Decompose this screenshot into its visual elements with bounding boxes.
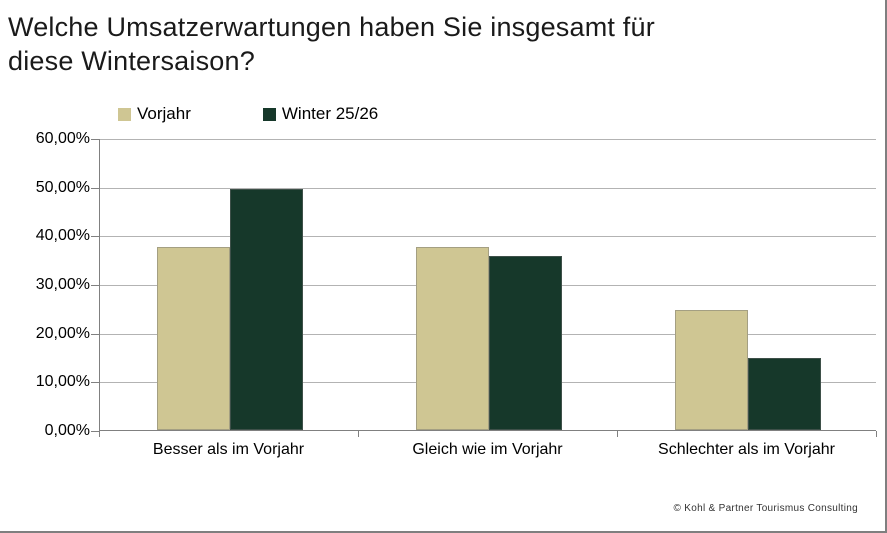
y-axis-label-20: 20,00% <box>35 324 90 342</box>
gridline-50 <box>100 187 876 189</box>
chart-title-line-2: diese Wintersaison? <box>8 46 255 76</box>
x-axis-tick-1 <box>358 431 359 437</box>
x-axis-label-0: Besser als im Vorjahr <box>152 441 305 458</box>
legend-swatch-vorjahr-icon <box>118 107 131 121</box>
y-axis-tick-50 <box>91 187 99 189</box>
gridline-60 <box>100 139 876 140</box>
y-axis-label-10: 10,00% <box>35 373 90 391</box>
bar-winter-0 <box>229 189 303 430</box>
y-axis-label-40: 40,00% <box>35 227 90 245</box>
bar-vorjahr-2 <box>674 310 748 430</box>
y-axis-tick-60 <box>91 139 99 140</box>
legend-item-vorjahr: Vorjahr <box>118 104 191 124</box>
gridline-40 <box>100 236 876 238</box>
legend-label-winter: Winter 25/26 <box>281 104 379 123</box>
x-axis-tick-0 <box>99 431 100 437</box>
chart-title-line-1: Welche Umsatzerwartungen haben Sie insge… <box>8 12 655 42</box>
bar-winter-1 <box>488 255 562 430</box>
y-axis-tick-30 <box>91 285 99 286</box>
x-axis-label-2: Schlechter als im Vorjahr <box>658 441 835 458</box>
bar-vorjahr-1 <box>415 246 489 430</box>
legend-item-winter: Winter 25/26 <box>262 104 379 124</box>
copyright-note: © Kohl & Partner Tourismus Consulting <box>673 503 858 514</box>
y-axis-tick-20 <box>91 333 99 335</box>
y-axis-tick-0 <box>91 431 99 432</box>
bar-vorjahr-0 <box>156 246 230 430</box>
y-axis-label-0: 0,00% <box>44 422 90 439</box>
y-axis-label-30: 30,00% <box>35 276 90 293</box>
x-axis-tick-2 <box>617 431 618 437</box>
y-axis-label-50: 50,00% <box>35 178 90 196</box>
bar-winter-2 <box>747 358 821 430</box>
x-axis-label-1: Gleich wie im Vorjahr <box>412 441 563 458</box>
x-axis-tick-3 <box>876 431 877 437</box>
chart-legend: Vorjahr Winter 25/26 <box>118 104 378 124</box>
y-axis-label-60: 60,00% <box>35 130 90 147</box>
legend-label-vorjahr: Vorjahr <box>137 104 191 123</box>
y-axis-tick-10 <box>91 382 99 384</box>
legend-swatch-winter-icon <box>262 107 276 121</box>
y-axis-tick-40 <box>91 236 99 238</box>
chart-title: Welche Umsatzerwartungen haben Sie insge… <box>8 10 655 78</box>
plot-area <box>99 139 876 431</box>
